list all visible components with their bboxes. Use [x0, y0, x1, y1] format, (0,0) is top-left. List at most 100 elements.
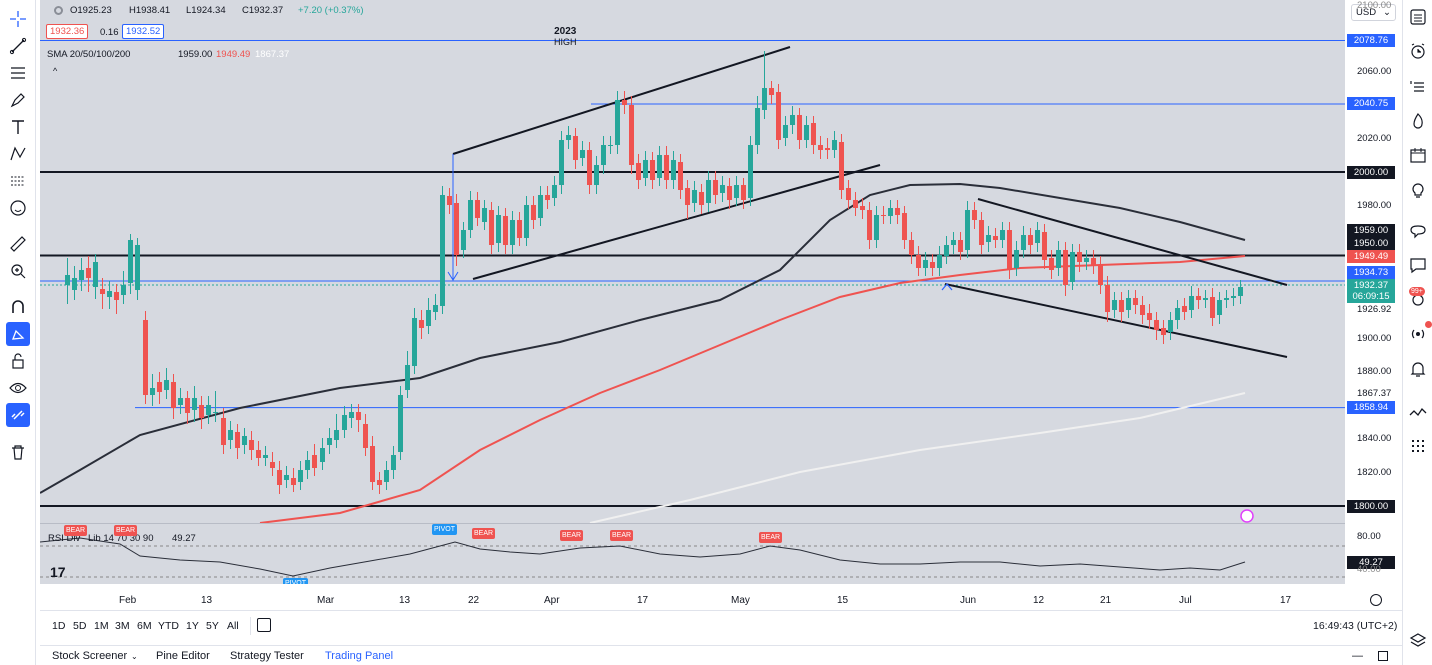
dom-grid-icon[interactable]	[1407, 436, 1429, 458]
candle-body	[405, 365, 410, 390]
candle-body	[671, 160, 676, 180]
sma-value-2: 1949.49	[216, 49, 251, 60]
wedge-marker	[941, 283, 953, 291]
timeframe-1m[interactable]: 1M	[94, 620, 109, 632]
bid-price[interactable]: 1932.36	[46, 24, 89, 39]
messages-icon[interactable]	[1407, 254, 1429, 276]
collapse-legend-icon[interactable]: ^	[53, 66, 58, 76]
calendar-icon[interactable]	[1407, 144, 1429, 166]
candle-body	[650, 160, 655, 180]
candle-body	[263, 455, 268, 458]
candle-body	[769, 88, 774, 95]
ruler-icon[interactable]	[6, 232, 30, 256]
chats-icon[interactable]	[1407, 221, 1429, 243]
timeframe-all[interactable]: All	[227, 620, 239, 632]
timeframe-3m[interactable]: 3M	[115, 620, 130, 632]
candle-body	[1210, 297, 1215, 318]
settings-gear-icon[interactable]	[1370, 594, 1382, 606]
ask-price[interactable]: 1932.52	[122, 24, 165, 39]
bear-badge: BEAR	[610, 530, 634, 541]
eye-icon[interactable]	[6, 376, 30, 400]
timeframe-5d[interactable]: 5D	[73, 620, 87, 632]
horizontal-lines-icon[interactable]	[6, 61, 30, 85]
candle-body	[86, 268, 91, 278]
candle-body	[433, 305, 438, 312]
candle-body	[1126, 298, 1131, 310]
prediction-icon[interactable]	[6, 169, 30, 193]
tradingview-logo: 17	[50, 564, 66, 580]
candle-body	[128, 240, 133, 283]
candle-body	[135, 245, 140, 290]
candle-body	[305, 460, 310, 470]
price-label-1800: 1800.00	[1347, 500, 1395, 513]
tab-strategy-tester[interactable]: Strategy Tester	[230, 650, 304, 662]
timeframe-1d[interactable]: 1D	[52, 620, 66, 632]
trash-icon[interactable]	[6, 440, 30, 464]
price-chart[interactable]	[40, 0, 1345, 523]
hotlist-flame-icon[interactable]	[1407, 110, 1429, 132]
candle-body	[143, 320, 148, 395]
candle-body	[720, 185, 725, 193]
calendar-icon[interactable]	[257, 618, 271, 632]
magnet-icon[interactable]	[6, 295, 30, 319]
maximize-icon[interactable]	[1378, 651, 1388, 661]
candle-body	[825, 148, 830, 150]
price-label-2078: 2078.76	[1347, 34, 1395, 47]
candle-body	[706, 180, 711, 203]
candle-body	[349, 412, 354, 418]
clock-display[interactable]: 16:49:43 (UTC+2)	[1313, 620, 1398, 632]
sync-link-icon[interactable]	[6, 403, 30, 427]
candle-body	[594, 165, 599, 185]
candle-body	[1056, 250, 1061, 268]
price-tick: 2020.00	[1357, 133, 1392, 144]
market-pulse-icon[interactable]	[1407, 402, 1429, 424]
candle-body	[1231, 296, 1236, 298]
candle-body	[1070, 252, 1075, 282]
text-tool-icon[interactable]	[6, 115, 30, 139]
symbol-status-icon	[54, 6, 63, 15]
layers-icon[interactable]	[1407, 630, 1429, 652]
time-tick: 13	[201, 595, 213, 606]
candle-body	[762, 88, 767, 110]
minimize-icon[interactable]: —	[1352, 650, 1363, 662]
bottom-panel-tabs: Stock Screener ⌄ Pine Editor Strategy Te…	[40, 645, 1402, 665]
2023-high-annotation: 2023 HIGH	[554, 26, 577, 48]
tab-trading-panel[interactable]: Trading Panel	[325, 650, 394, 662]
candle-body	[447, 196, 452, 205]
alert-bell-icon[interactable]	[1407, 358, 1429, 380]
crosshair-icon[interactable]	[6, 7, 30, 31]
watchlist-icon[interactable]	[1407, 6, 1429, 28]
brush-icon[interactable]	[6, 88, 30, 112]
tab-stock-screener[interactable]: Stock Screener	[52, 650, 128, 662]
data-window-icon[interactable]	[1407, 76, 1429, 98]
ideas-lightbulb-icon[interactable]	[1407, 179, 1429, 201]
tab-pine-editor[interactable]: Pine Editor	[156, 650, 210, 662]
timeframe-ytd[interactable]: YTD	[158, 620, 179, 632]
chevron-down-icon[interactable]: ⌄	[131, 652, 138, 661]
time-axis[interactable]: Feb 13 Mar 13 22 Apr 17 May 15 Jun 12 21…	[40, 584, 1345, 610]
candle-body	[818, 145, 823, 150]
trend-line-icon[interactable]	[6, 34, 30, 58]
currency-selector[interactable]: USD ⌄	[1351, 4, 1396, 21]
candle-body	[1098, 265, 1103, 285]
candle-body	[65, 275, 70, 285]
bear-badge: BEAR	[114, 525, 138, 536]
candle-body	[846, 188, 851, 200]
time-tick: 13	[399, 595, 411, 606]
candle-body	[559, 140, 564, 185]
pattern-icon[interactable]	[6, 142, 30, 166]
timeframe-6m[interactable]: 6M	[137, 620, 152, 632]
candle-body	[496, 215, 501, 243]
lock-icon[interactable]	[6, 349, 30, 373]
ohlc-close: C1932.37	[242, 5, 284, 16]
alert-clock-icon[interactable]	[1407, 40, 1429, 62]
candle-body	[699, 192, 704, 205]
timeframe-1y[interactable]: 1Y	[186, 620, 199, 632]
zoom-in-icon[interactable]	[6, 259, 30, 283]
candle-body	[164, 380, 169, 390]
candle-body	[171, 382, 176, 408]
streams-broadcast-icon[interactable]	[1407, 323, 1429, 345]
stay-in-drawing-mode-icon[interactable]	[6, 322, 30, 346]
emoji-icon[interactable]	[6, 196, 30, 220]
timeframe-5y[interactable]: 5Y	[206, 620, 219, 632]
